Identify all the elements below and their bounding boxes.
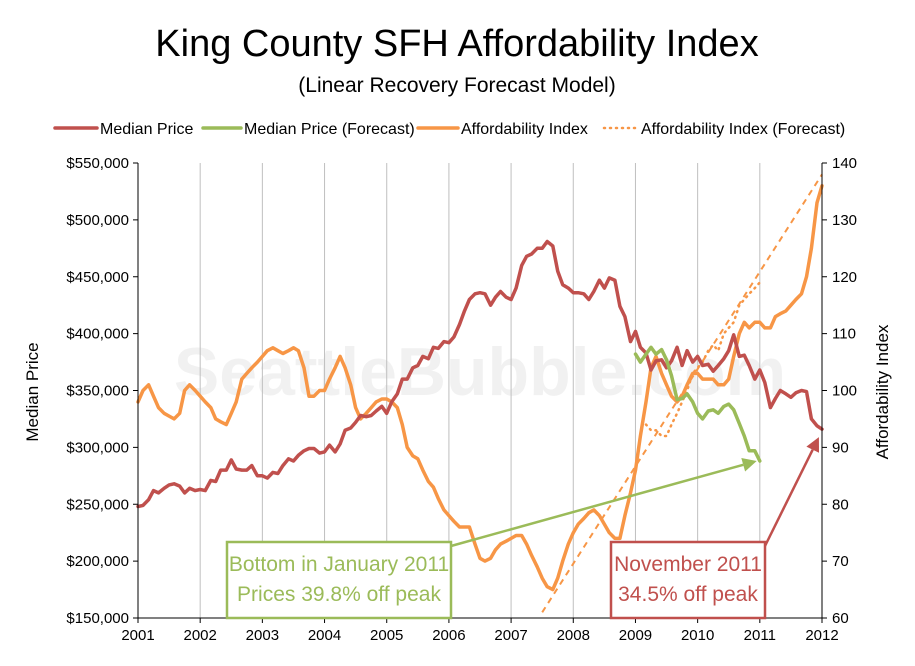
annotation-box-bottom [225,540,453,620]
y-left-tick-label: $300,000 [66,439,129,456]
annotation-arrow-bottom [450,463,744,548]
annotation-arrowhead-november [806,437,819,453]
y-right-tick-label: 110 [832,326,856,343]
x-tick-label: 2001 [121,627,154,644]
y-axis-right-label: Affordability Index [873,324,892,459]
y-left-tick-label: $450,000 [66,269,129,286]
annotation-text-bottom: Prices 39.8% off peak [237,583,441,606]
series-median-price-forecast [633,345,762,463]
y-left-tick-label: $400,000 [66,326,129,343]
x-tick-label: 2009 [619,627,652,644]
annotation-box-november [609,540,767,620]
x-tick-label: 2011 [744,627,776,644]
x-tick-label: 2004 [308,627,341,644]
annotation-text-bottom: Bottom in January 2011 [229,553,449,576]
legend-label: Affordability Index (Forecast) [641,121,845,138]
y-left-tick-label: $350,000 [66,383,129,400]
y-right-tick-label: 80 [832,496,849,513]
y-left-tick-label: $150,000 [66,610,129,627]
chart-subtitle: (Linear Recovery Forecast Model) [298,74,615,97]
annotation-text-november: 34.5% off peak [618,583,758,606]
y-right-tick-label: 100 [832,383,857,400]
plot-lines [136,173,824,613]
annotations: Bottom in January 2011 Prices 39.8% off p… [225,437,819,620]
x-tick-label: 2003 [246,627,279,644]
x-tick-label: 2012 [805,627,838,644]
series-affordability-index [136,184,824,592]
y-right-tick-label: 90 [832,439,849,456]
y-right-tick-label: 120 [832,269,857,286]
chart-title: King County SFH Affordability Index [155,23,758,65]
series-trend-line [541,173,823,613]
x-tick-label: 2006 [432,627,465,644]
y-right-tick-label: 130 [832,212,857,229]
annotation-arrow-november [763,449,814,547]
y-axis-left-label: Median Price [23,342,42,441]
x-tick-label: 2005 [370,627,403,644]
legend-label: Median Price (Forecast) [244,121,415,138]
legend-label: Median Price [100,121,193,138]
ticks: 2001 2002 2003 2004 2005 2006 2007 2008 2009 2010… [66,155,857,644]
annotation-text-november: November 2011 [614,553,762,576]
y-right-tick-label: 70 [832,553,849,570]
y-right-tick-label: 60 [832,610,849,627]
legend: Median Price Median Price (Forecast) Affor… [53,121,845,138]
series-median-price [136,239,824,509]
y-left-tick-label: $550,000 [66,155,129,172]
x-tick-label: 2002 [183,627,216,644]
annotation-arrowhead-bottom [741,458,757,472]
y-left-tick-label: $200,000 [66,553,129,570]
y-right-tick-label: 140 [832,155,857,172]
y-left-tick-label: $250,000 [66,496,129,513]
legend-label: Affordability Index [461,121,588,138]
x-tick-label: 2008 [557,627,590,644]
x-tick-label: 2007 [494,627,527,644]
x-tick-label: 2010 [681,627,714,644]
y-left-tick-label: $500,000 [66,212,129,229]
